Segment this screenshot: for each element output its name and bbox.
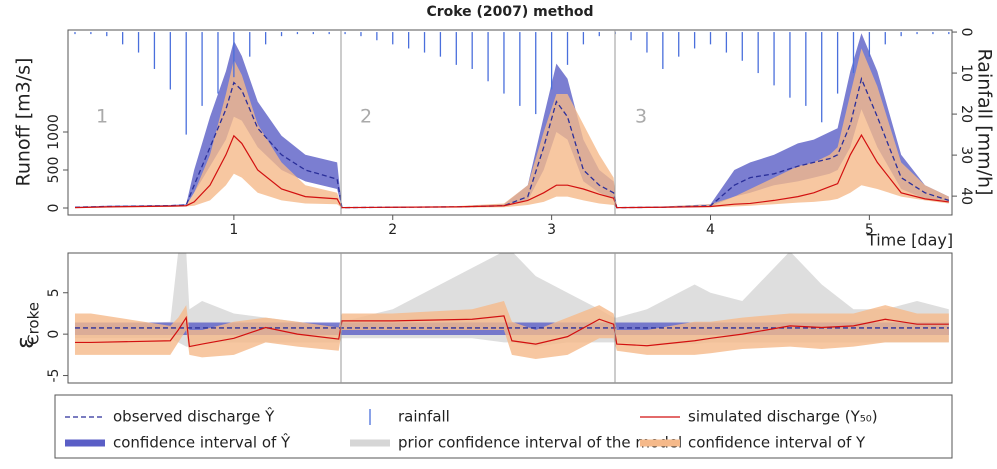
y2-tick-label: 30 — [958, 146, 974, 164]
legend-box — [54, 394, 953, 459]
y-axis-label-sub: Croke — [25, 302, 43, 345]
top-plot — [74, 32, 950, 209]
legend-label: prior confidence interval of the model — [398, 434, 682, 452]
y2-axis-label: Rainfall [mm/h] — [974, 49, 996, 196]
x-tick-label: 2 — [388, 222, 397, 238]
legend-label: simulated discharge (Y₅₀) — [688, 408, 878, 426]
legend-label: observed discharge Ŷ — [113, 407, 275, 426]
x-axis-label: Time [day] — [866, 231, 953, 250]
series-line — [74, 133, 949, 209]
legend: observed discharge Ŷ rainfall simulated di… — [65, 407, 878, 452]
confidence-band — [74, 33, 949, 209]
series-line — [74, 315, 949, 348]
y-tick-label: 0 — [46, 330, 62, 339]
confidence-band — [74, 301, 949, 359]
x-tick-label: 5 — [865, 222, 874, 238]
bottom-plot — [74, 253, 949, 359]
x-tick-label: 4 — [706, 222, 715, 238]
y2-tick-label: 0 — [958, 28, 974, 37]
y-axis-label: ε — [11, 336, 39, 349]
y-tick-label: 0 — [46, 204, 62, 213]
axes: 0 500 1000 0 10 20 30 40 1 2 3 4 5 -5 0 5 — [46, 28, 974, 383]
y2-tick-label: 40 — [958, 187, 974, 205]
y-tick-label: 500 — [46, 157, 62, 184]
panel-label: 1 — [96, 106, 108, 128]
y2-tick-label: 20 — [958, 105, 974, 123]
confidence-band — [74, 48, 949, 209]
y-tick-label: -5 — [46, 369, 62, 383]
legend-label: confidence interval of Y — [688, 434, 866, 452]
y-tick-label: 1000 — [46, 114, 62, 150]
panel-label: 3 — [635, 106, 647, 128]
series-line — [74, 76, 950, 209]
event-separators — [340, 30, 616, 383]
legend-label: confidence interval of Ŷ — [113, 433, 291, 452]
bottom-frame — [67, 252, 953, 384]
x-tick-label: 1 — [229, 222, 238, 238]
top-frame — [67, 29, 953, 216]
panel-label: 2 — [360, 106, 372, 128]
legend-label: rainfall — [398, 408, 450, 426]
x-tick-label: 3 — [547, 222, 556, 238]
y-tick-label: 5 — [46, 288, 62, 297]
chart-title: Croke (2007) method — [426, 4, 593, 20]
y-axis-label: Runoff [m3/s] — [13, 58, 35, 187]
y2-tick-label: 10 — [958, 64, 974, 82]
